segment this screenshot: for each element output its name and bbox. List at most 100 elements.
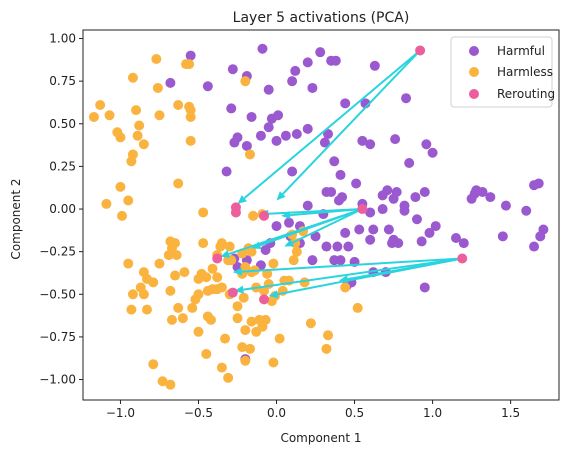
harmless-point xyxy=(274,333,285,344)
harmless-point xyxy=(185,111,196,122)
arrow-shaft xyxy=(228,208,363,255)
harmful-point xyxy=(419,282,430,293)
harmful-point xyxy=(307,82,318,93)
rerouting-point xyxy=(357,204,368,215)
harmful-point xyxy=(529,241,540,252)
harmful-point xyxy=(500,200,511,211)
harmful-point xyxy=(354,224,365,235)
harmful-point xyxy=(335,255,346,266)
harmful-point xyxy=(263,122,274,133)
y-tick-label: −0.75 xyxy=(39,330,76,344)
harmless-point xyxy=(179,267,190,278)
harmless-point xyxy=(266,296,277,307)
arrow-shaft xyxy=(282,49,421,195)
harmless-point xyxy=(193,326,204,337)
harmless-point xyxy=(185,135,196,146)
legend: Harmful Harmless Rerouting xyxy=(450,36,555,108)
harmless-point xyxy=(232,313,243,324)
harmless-point xyxy=(262,268,273,279)
harmless-point xyxy=(244,149,255,160)
harmless-point xyxy=(187,302,198,313)
harmful-point xyxy=(365,207,376,218)
harmful-point xyxy=(271,135,282,146)
harmless-point xyxy=(138,139,149,150)
harmless-point xyxy=(127,289,138,300)
x-tick-label: 1.0 xyxy=(423,406,442,420)
harmful-point xyxy=(333,195,344,206)
harmful-point xyxy=(410,192,421,203)
legend-marker-harmless xyxy=(469,67,479,77)
y-tick-label: −0.25 xyxy=(39,245,76,259)
harmful-point xyxy=(401,93,412,104)
harmful-point xyxy=(340,98,351,109)
harmful-point xyxy=(335,169,346,180)
arrow-shaft xyxy=(243,257,463,291)
harmless-point xyxy=(165,285,176,296)
legend-marker-harmful xyxy=(469,46,479,56)
harmless-point xyxy=(198,207,209,218)
harmless-point xyxy=(126,304,137,315)
x-axis-title: Component 1 xyxy=(280,431,361,445)
harmless-point xyxy=(223,255,234,266)
scatter-points xyxy=(88,43,549,390)
arrow-shaft xyxy=(243,49,421,199)
rerouting-point xyxy=(259,294,270,305)
y-tick-label: −0.50 xyxy=(39,287,76,301)
rerouting-point xyxy=(415,45,426,56)
arrow-head xyxy=(276,191,286,201)
harmless-point xyxy=(244,343,255,354)
harmful-point xyxy=(357,135,368,146)
y-tick-label: −1.00 xyxy=(39,373,76,387)
harmless-point xyxy=(163,250,174,261)
harmful-point xyxy=(332,241,343,252)
harmless-point xyxy=(173,100,184,111)
harmless-point xyxy=(184,59,195,70)
harmful-point xyxy=(419,186,430,197)
harmless-point xyxy=(141,304,152,315)
harmless-point xyxy=(207,263,218,274)
harmless-point xyxy=(323,330,334,341)
harmless-point xyxy=(154,110,165,121)
harmful-point xyxy=(302,200,313,211)
arrow-shaft xyxy=(292,208,363,244)
arrow-shaft xyxy=(241,257,463,273)
rerouting-point xyxy=(230,207,241,218)
harmless-point xyxy=(190,294,201,305)
legend-marker-rerouting xyxy=(469,89,479,99)
harmless-point xyxy=(220,333,231,344)
harmless-point xyxy=(240,325,251,336)
harmful-point xyxy=(263,84,274,95)
harmless-point xyxy=(173,178,184,189)
harmful-point xyxy=(280,130,291,141)
harmless-point xyxy=(268,258,279,269)
harmless-point xyxy=(246,316,257,327)
harmless-point xyxy=(151,53,162,64)
harmful-point xyxy=(351,178,362,189)
harmless-point xyxy=(202,285,213,296)
x-tick-label: −1.0 xyxy=(106,406,135,420)
harmful-point xyxy=(185,50,196,61)
arrow-head xyxy=(268,290,279,299)
harmless-point xyxy=(201,272,212,283)
harmless-point xyxy=(157,376,168,387)
harmless-point xyxy=(152,82,163,93)
harmless-point xyxy=(237,342,248,353)
harmful-point xyxy=(287,166,298,177)
harmful-point xyxy=(393,238,404,249)
harmless-point xyxy=(154,258,165,269)
y-axis-title: Component 2 xyxy=(9,178,23,259)
harmless-point xyxy=(117,210,128,221)
harmful-point xyxy=(340,227,351,238)
harmful-point xyxy=(226,103,237,114)
harmful-point xyxy=(221,166,232,177)
arrow-head xyxy=(232,267,243,276)
arrow-head xyxy=(284,239,295,247)
rerouting-point xyxy=(457,253,468,264)
rerouting-point xyxy=(212,253,223,264)
harmful-point xyxy=(260,244,271,255)
harmless-point xyxy=(201,348,212,359)
legend-label-harmful: Harmful xyxy=(497,44,545,58)
y-tick-label: 0.25 xyxy=(49,159,76,173)
harmless-point xyxy=(238,292,249,303)
